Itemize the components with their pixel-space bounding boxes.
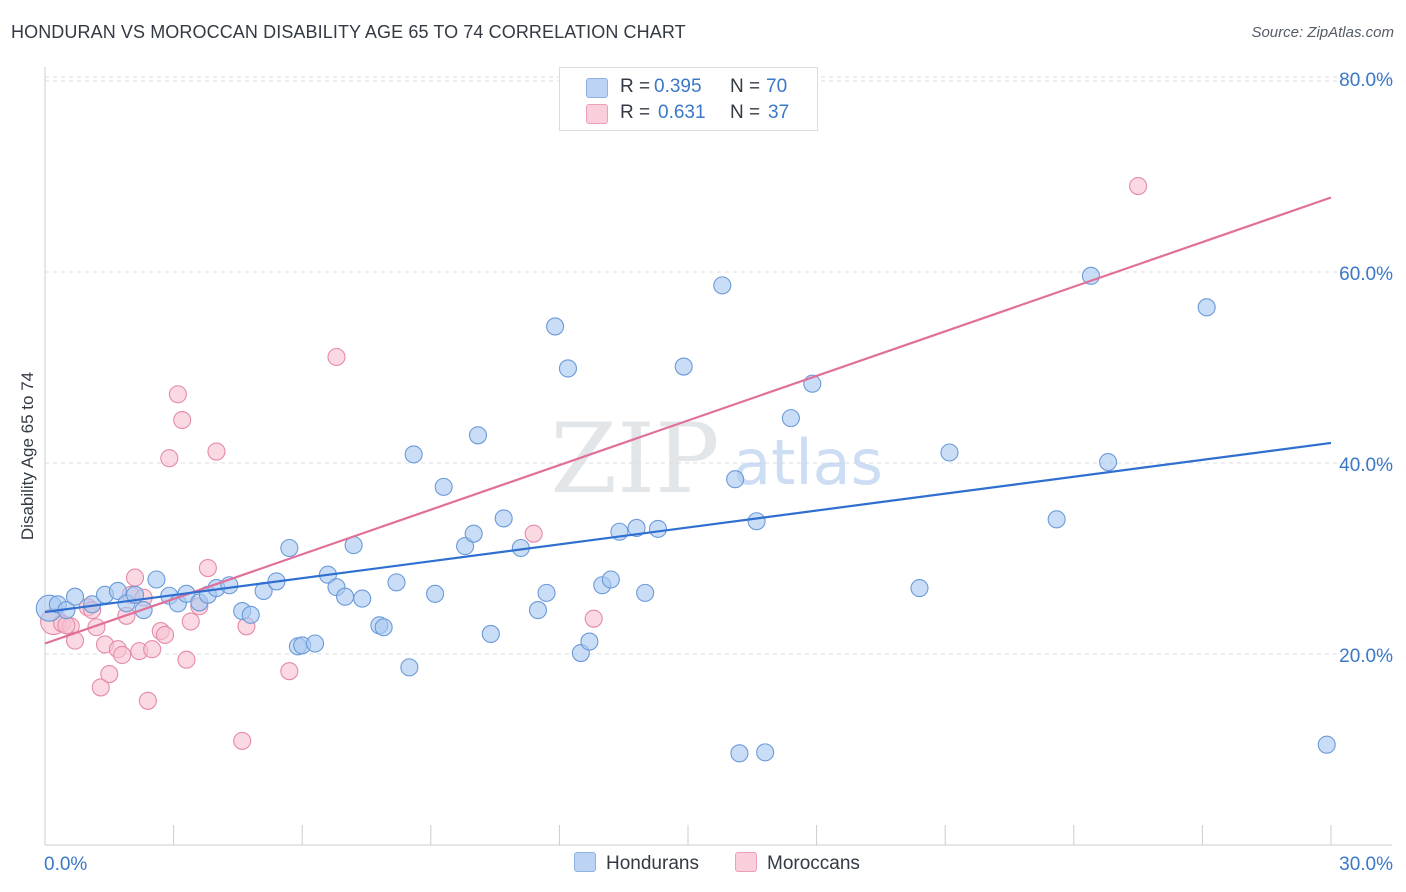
gridlines <box>45 76 1392 655</box>
moroccan-point <box>233 731 252 750</box>
honduran-point <box>713 276 732 295</box>
hondurans-points <box>35 266 1336 763</box>
legend-n-label: N = <box>730 102 761 123</box>
legend-swatch-pink <box>586 104 608 124</box>
honduran-point <box>434 477 453 496</box>
chart-title: HONDURAN VS MOROCCAN DISABILITY AGE 65 T… <box>11 22 686 42</box>
legend-n-value: 70 <box>766 76 788 97</box>
honduran-point <box>1317 735 1336 754</box>
moroccan-point <box>57 616 76 635</box>
legend-r-label: R = <box>620 76 651 97</box>
honduran-point <box>756 743 775 762</box>
moroccan-point <box>1129 177 1148 196</box>
legend-n-label: N = <box>730 76 761 97</box>
honduran-point <box>558 359 578 378</box>
moroccan-point <box>173 410 192 430</box>
moroccan-point <box>113 645 132 665</box>
honduran-point <box>940 443 959 462</box>
hondurans-label: Hondurans <box>606 853 699 874</box>
honduran-point <box>426 584 445 603</box>
legend-r-value: 0.631 <box>658 102 706 123</box>
honduran-point <box>464 524 483 543</box>
legend-swatch-blue <box>586 78 608 98</box>
moroccan-point <box>198 558 217 578</box>
moroccan-point <box>177 650 196 669</box>
honduran-point <box>494 509 513 528</box>
moroccan-point <box>584 609 603 628</box>
honduran-point <box>747 512 766 531</box>
honduran-point <box>546 317 565 336</box>
honduran-point <box>648 519 668 538</box>
honduran-point <box>147 570 166 589</box>
hondurans-swatch <box>574 852 596 872</box>
moroccan-point <box>524 524 543 543</box>
correlation-legend: R = 0.395 N = 70 R = 0.631 N = 37 <box>559 67 818 131</box>
moroccan-point <box>181 612 200 631</box>
honduran-point <box>910 579 929 598</box>
honduran-point <box>1047 510 1066 529</box>
honduran-point <box>537 583 556 602</box>
honduran-point <box>404 445 423 464</box>
honduran-point <box>528 601 548 620</box>
honduran-point <box>481 624 500 643</box>
x-tick-label-min: 0.0% <box>44 854 87 875</box>
trend-lines <box>44 196 1332 645</box>
honduran-point <box>781 409 800 428</box>
y-tick-labels: 20.0% 40.0% 60.0% 80.0% <box>1339 70 1393 667</box>
honduran-point <box>374 618 393 637</box>
moroccan-point <box>91 678 110 697</box>
honduran-point <box>306 634 325 653</box>
moroccan-point <box>155 625 175 644</box>
moroccan-point <box>160 449 179 468</box>
legend-r-label: R = <box>620 102 651 123</box>
moroccan-point <box>280 662 299 681</box>
honduran-point <box>456 537 475 556</box>
honduran-point <box>601 570 620 589</box>
bottom-legend-hondurans: Hondurans <box>574 852 699 875</box>
honduran-point <box>336 587 355 606</box>
moroccan-point <box>125 568 145 587</box>
hondurans-trend-line <box>44 441 1332 614</box>
honduran-point <box>468 426 488 445</box>
honduran-point <box>241 605 260 624</box>
honduran-point <box>280 538 299 558</box>
watermark-atlas: atlas <box>733 426 883 499</box>
honduran-point <box>627 518 646 537</box>
y-tick-label: 60.0% <box>1339 264 1393 285</box>
source-credit: Source: ZipAtlas.com <box>1251 24 1394 41</box>
honduran-point <box>353 589 372 608</box>
legend-n-value: 37 <box>768 102 790 123</box>
honduran-point <box>387 573 406 592</box>
moroccan-point <box>207 442 226 461</box>
honduran-point <box>1099 452 1118 472</box>
moroccan-point <box>87 618 106 637</box>
honduran-point <box>580 632 599 651</box>
moroccans-swatch <box>735 852 757 872</box>
moroccan-point <box>138 691 157 710</box>
bottom-legend-moroccans: Moroccans <box>735 852 860 875</box>
moroccan-point <box>327 347 346 367</box>
honduran-point <box>400 658 419 677</box>
moroccans-label: Moroccans <box>767 853 860 874</box>
honduran-point <box>108 581 127 601</box>
honduran-point <box>1197 298 1216 317</box>
moroccans-trend-line <box>44 196 1332 645</box>
honduran-point <box>636 583 655 602</box>
y-tick-label: 20.0% <box>1339 646 1393 667</box>
legend-r-value: 0.395 <box>654 76 702 97</box>
moroccan-point <box>168 385 187 404</box>
y-tick-label: 40.0% <box>1339 455 1393 476</box>
axes <box>44 67 1392 846</box>
y-tick-label: 80.0% <box>1339 70 1393 91</box>
moroccan-point <box>100 665 119 684</box>
x-tick-label-max: 30.0% <box>1339 854 1393 875</box>
honduran-point <box>65 587 85 606</box>
honduran-point <box>674 357 693 376</box>
honduran-point <box>730 744 749 763</box>
honduran-point <box>726 470 745 489</box>
x-tick-labels: 0.0% 30.0% <box>44 854 1393 875</box>
moroccan-point <box>143 640 162 659</box>
